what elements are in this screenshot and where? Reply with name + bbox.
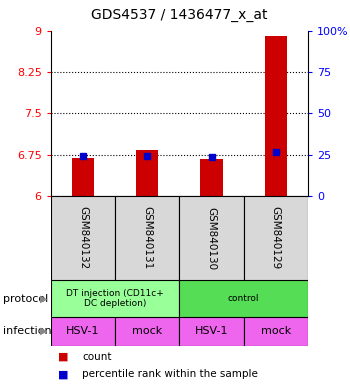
- Bar: [51, 196, 115, 280]
- Text: GSM840129: GSM840129: [271, 207, 281, 270]
- Text: protocol: protocol: [4, 293, 49, 304]
- Bar: [265, 36, 287, 196]
- Bar: [200, 159, 223, 196]
- Text: ▶: ▶: [40, 293, 47, 304]
- Bar: [51, 280, 179, 317]
- Text: GSM840130: GSM840130: [206, 207, 217, 270]
- Text: mock: mock: [132, 326, 162, 336]
- Text: ■: ■: [58, 352, 68, 362]
- Bar: [51, 317, 115, 346]
- Bar: [72, 159, 94, 196]
- Text: percentile rank within the sample: percentile rank within the sample: [82, 369, 258, 379]
- Bar: [115, 317, 179, 346]
- Bar: [244, 196, 308, 280]
- Bar: [115, 196, 179, 280]
- Text: ■: ■: [58, 369, 68, 379]
- Bar: [179, 196, 244, 280]
- Text: mock: mock: [261, 326, 291, 336]
- Text: ▶: ▶: [40, 326, 47, 336]
- Bar: [136, 150, 159, 196]
- Text: control: control: [228, 294, 259, 303]
- Text: GSM840131: GSM840131: [142, 207, 152, 270]
- Bar: [244, 317, 308, 346]
- Bar: [179, 317, 244, 346]
- Bar: [179, 280, 308, 317]
- Text: HSV-1: HSV-1: [66, 326, 100, 336]
- Text: DT injection (CD11c+
DC depletion): DT injection (CD11c+ DC depletion): [66, 289, 164, 308]
- Text: infection: infection: [4, 326, 52, 336]
- Text: GDS4537 / 1436477_x_at: GDS4537 / 1436477_x_at: [91, 8, 268, 22]
- Text: GSM840132: GSM840132: [78, 207, 88, 270]
- Text: count: count: [82, 352, 112, 362]
- Text: HSV-1: HSV-1: [195, 326, 228, 336]
